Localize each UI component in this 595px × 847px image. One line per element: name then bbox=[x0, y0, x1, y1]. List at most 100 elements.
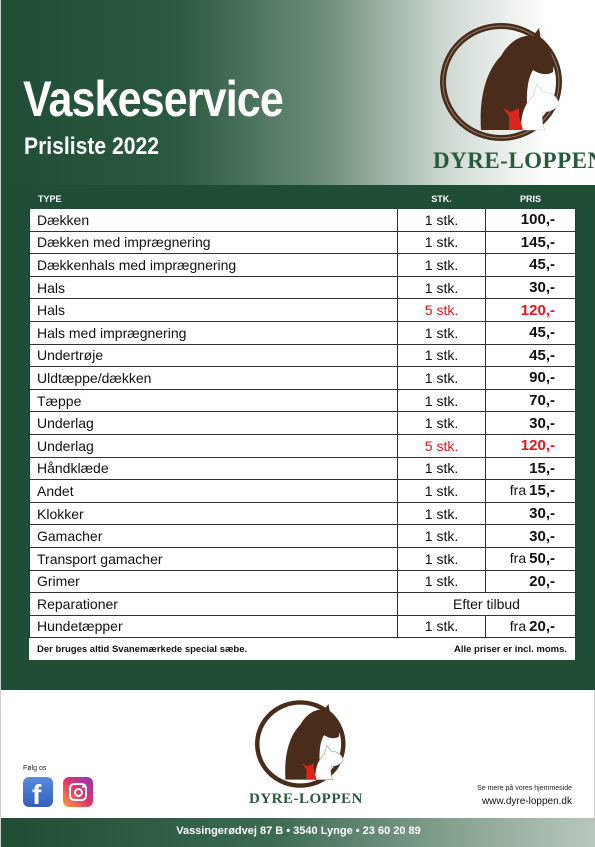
row-price: 30,- bbox=[485, 524, 576, 548]
table-row: Dækken med imprægnering 1 stk. 145,- bbox=[29, 230, 576, 255]
footer-bar: Vassingerødvej 87 B • 3540 Lynge • 23 60… bbox=[1, 818, 595, 847]
row-price-value: 45,- bbox=[529, 346, 555, 364]
column-header-price: PRIS bbox=[485, 188, 576, 209]
row-type: Dækken bbox=[29, 208, 398, 232]
row-qty: 1 stk. bbox=[397, 343, 486, 368]
row-price: fra 20,- bbox=[485, 614, 576, 639]
brand-name-bottom: Dyre-loppen bbox=[249, 791, 363, 807]
page-subtitle: Prisliste 2022 bbox=[24, 133, 160, 160]
horse-dog-cat-icon bbox=[440, 23, 562, 141]
table-row: Grimer 1 stk. 20,- bbox=[29, 569, 576, 594]
row-qty: 1 stk. bbox=[397, 524, 486, 548]
page-title: Vaskeservice bbox=[23, 71, 284, 127]
row-qty: 1 stk. bbox=[397, 208, 486, 232]
row-qty: 1 stk. bbox=[397, 275, 486, 300]
follow-label: Følg os bbox=[23, 765, 47, 772]
row-price-value: 30,- bbox=[529, 414, 555, 432]
facebook-icon[interactable]: f bbox=[23, 777, 53, 810]
row-type: Hals bbox=[29, 275, 398, 300]
price-table: TYPE STK. PRIS Dækken 1 stk. 100,- Dækken m… bbox=[29, 188, 576, 639]
row-price-value: 145,- bbox=[520, 233, 555, 251]
row-price: 30,- bbox=[485, 501, 576, 526]
row-price: 30,- bbox=[485, 275, 576, 300]
row-price-prefix: fra bbox=[509, 550, 527, 567]
row-type: Gamacher bbox=[29, 524, 398, 548]
table-row: Dækkenhals med imprægnering 1 stk. 45,- bbox=[29, 253, 576, 277]
row-price-value: 120,- bbox=[520, 437, 555, 455]
row-type: Uldtæppe/dækken bbox=[29, 366, 398, 390]
table-row: Håndklæde 1 stk. 15,- bbox=[29, 456, 576, 481]
row-type: Dækken med imprægnering bbox=[29, 230, 398, 255]
table-footnote: Der bruges altid Svanemærkede special sæ… bbox=[29, 638, 575, 661]
row-type: Reparationer bbox=[29, 592, 398, 616]
table-body: Dækken 1 stk. 100,- Dækken med imprægnering… bbox=[29, 208, 576, 639]
row-price-value: 30,- bbox=[529, 505, 555, 523]
row-price-value: 15,- bbox=[529, 482, 555, 500]
row-price: 145,- bbox=[485, 230, 576, 255]
row-price-prefix: fra bbox=[509, 482, 527, 499]
row-type: Grimer bbox=[29, 569, 398, 594]
row-price-value: 30,- bbox=[529, 527, 555, 545]
row-price: fra 50,- bbox=[485, 546, 576, 571]
table-row: Underlag 5 stk. 120,- bbox=[29, 433, 576, 458]
row-price: 45,- bbox=[485, 253, 576, 277]
row-price-prefix: fra bbox=[509, 617, 527, 634]
row-qty: 5 stk. bbox=[397, 298, 486, 322]
row-price: 15,- bbox=[485, 456, 576, 481]
row-price: 20,- bbox=[485, 569, 576, 594]
row-qty: 1 stk. bbox=[397, 230, 486, 255]
footer-address: Vassingerødvej 87 B • 3540 Lynge • 23 60… bbox=[176, 825, 421, 837]
row-price: 90,- bbox=[485, 366, 576, 390]
table-row: Dækken 1 stk. 100,- bbox=[29, 208, 576, 232]
table-row: Andet 1 stk. fra 15,- bbox=[29, 479, 576, 503]
row-type: Undertrøje bbox=[29, 343, 398, 368]
row-price-value: 45,- bbox=[529, 324, 555, 342]
row-type: Tæppe bbox=[29, 388, 398, 413]
row-price-value: 20,- bbox=[529, 617, 555, 635]
row-price-note: Efter tilbud bbox=[397, 592, 576, 616]
row-type: Klokker bbox=[29, 501, 398, 526]
row-price: 45,- bbox=[485, 343, 576, 368]
table-row: Undertrøje 1 stk. 45,- bbox=[29, 343, 576, 368]
row-qty: 1 stk. bbox=[397, 411, 486, 435]
row-type: Hals med imprægnering bbox=[29, 320, 398, 345]
column-header-qty: STK. bbox=[397, 188, 486, 209]
row-price-value: 15,- bbox=[529, 459, 555, 477]
row-qty: 5 stk. bbox=[397, 433, 486, 458]
row-type: Underlag bbox=[29, 411, 398, 435]
row-price: fra 15,- bbox=[485, 479, 576, 503]
instagram-icon[interactable] bbox=[63, 777, 93, 807]
row-type: Transport gamacher bbox=[29, 546, 398, 571]
row-price-value: 100,- bbox=[520, 211, 555, 229]
row-price-value: 120,- bbox=[520, 301, 555, 319]
row-type: Dækkenhals med imprægnering bbox=[29, 253, 398, 277]
soap-note: Der bruges altid Svanemærkede special sæ… bbox=[37, 644, 248, 656]
row-price: 45,- bbox=[485, 320, 576, 345]
table-row: Klokker 1 stk. 30,- bbox=[29, 501, 576, 526]
table-row: Underlag 1 stk. 30,- bbox=[29, 411, 576, 435]
row-price-value: 90,- bbox=[529, 369, 555, 387]
website-link[interactable]: www.dyre-loppen.dk bbox=[481, 796, 572, 807]
table-header-row: TYPE STK. PRIS bbox=[29, 188, 576, 209]
table-row: Hals med imprægnering 1 stk. 45,- bbox=[29, 320, 576, 345]
row-price: 30,- bbox=[485, 411, 576, 435]
row-qty: 1 stk. bbox=[397, 456, 486, 481]
row-price: 70,- bbox=[485, 388, 576, 413]
row-qty: 1 stk. bbox=[397, 388, 486, 413]
price-table-container: TYPE STK. PRIS Dækken 1 stk. 100,- Dækken m… bbox=[29, 188, 576, 661]
row-price-value: 70,- bbox=[529, 392, 555, 410]
row-type: Hals bbox=[29, 298, 398, 322]
row-price-value: 20,- bbox=[529, 572, 555, 590]
row-qty: 1 stk. bbox=[397, 253, 486, 277]
table-row: Gamacher 1 stk. 30,- bbox=[29, 524, 576, 548]
row-qty: 1 stk. bbox=[397, 614, 486, 639]
brand-logo-bottom: Dyre-loppen bbox=[245, 698, 363, 808]
brand-name: Dyre-loppen bbox=[433, 148, 595, 173]
row-qty: 1 stk. bbox=[397, 569, 486, 594]
table-row: Hals 1 stk. 30,- bbox=[29, 275, 576, 300]
row-type: Underlag bbox=[29, 433, 398, 458]
row-qty: 1 stk. bbox=[397, 546, 486, 571]
row-price-value: 30,- bbox=[529, 279, 555, 297]
row-price-value: 45,- bbox=[529, 256, 555, 274]
